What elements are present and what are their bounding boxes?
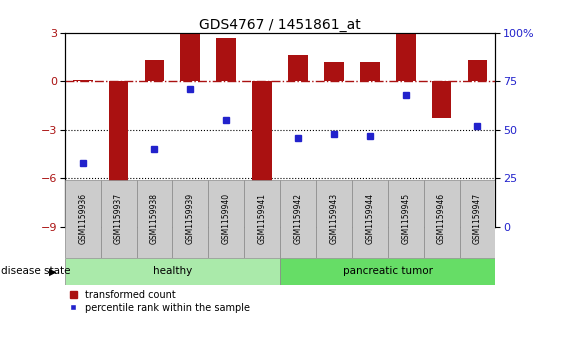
Bar <box>137 180 172 258</box>
Bar <box>360 62 379 81</box>
Text: GSM1159937: GSM1159937 <box>114 193 123 244</box>
Bar <box>252 81 272 183</box>
Bar <box>468 60 488 81</box>
Bar <box>396 33 415 81</box>
Bar <box>208 180 244 258</box>
Bar <box>388 180 424 258</box>
Bar <box>145 60 164 81</box>
Title: GDS4767 / 1451861_at: GDS4767 / 1451861_at <box>199 18 361 32</box>
Bar <box>109 81 128 220</box>
Text: GSM1159944: GSM1159944 <box>365 193 374 244</box>
Text: GSM1159946: GSM1159946 <box>437 193 446 244</box>
Text: GSM1159947: GSM1159947 <box>473 193 482 244</box>
Bar <box>280 180 316 258</box>
Text: GSM1159940: GSM1159940 <box>222 193 231 244</box>
Text: GSM1159936: GSM1159936 <box>78 193 87 244</box>
Text: GSM1159938: GSM1159938 <box>150 193 159 244</box>
Bar <box>352 180 388 258</box>
Bar <box>316 180 352 258</box>
Bar <box>432 81 452 118</box>
Text: GSM1159943: GSM1159943 <box>329 193 338 244</box>
Bar <box>172 180 208 258</box>
Bar <box>101 180 137 258</box>
Bar <box>73 79 92 81</box>
Bar <box>65 258 280 285</box>
Bar <box>324 62 344 81</box>
Text: ▶: ▶ <box>49 266 56 276</box>
Text: disease state: disease state <box>1 266 70 276</box>
Bar <box>216 37 236 81</box>
Text: GSM1159942: GSM1159942 <box>293 193 302 244</box>
Bar <box>181 33 200 81</box>
Text: healthy: healthy <box>153 266 192 276</box>
Text: pancreatic tumor: pancreatic tumor <box>343 266 433 276</box>
Bar <box>280 258 495 285</box>
Text: GSM1159939: GSM1159939 <box>186 193 195 244</box>
Bar <box>424 180 459 258</box>
Legend: transformed count, percentile rank within the sample: transformed count, percentile rank withi… <box>70 290 250 313</box>
Text: GSM1159945: GSM1159945 <box>401 193 410 244</box>
Text: GSM1159941: GSM1159941 <box>258 193 267 244</box>
Bar <box>65 180 101 258</box>
Bar <box>459 180 495 258</box>
Bar <box>244 180 280 258</box>
Bar <box>288 55 308 81</box>
